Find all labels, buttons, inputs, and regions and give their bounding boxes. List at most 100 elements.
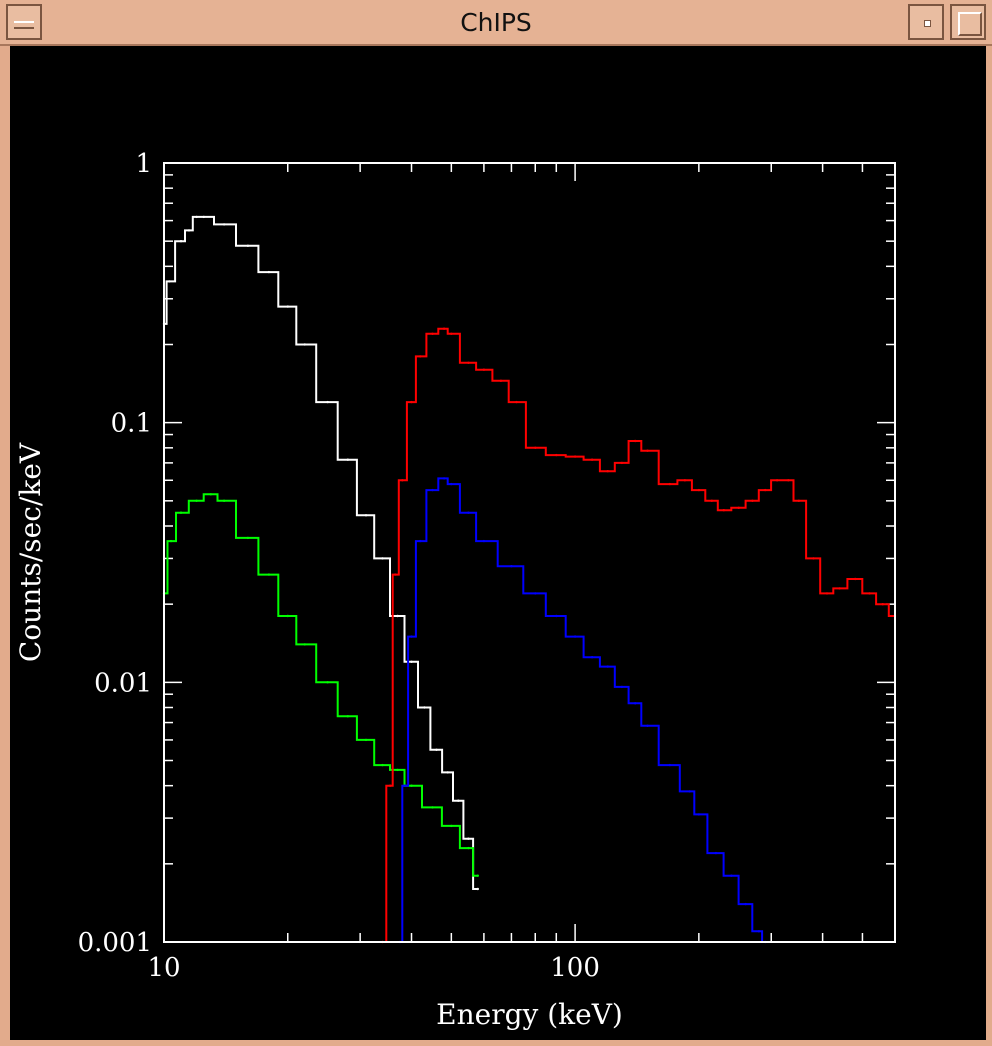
- series-4-point: [431, 488, 434, 492]
- series-1-point: [179, 240, 183, 243]
- series-3-point: [722, 509, 725, 512]
- series-4-point: [634, 702, 637, 705]
- series-3-point: [555, 453, 558, 457]
- series-3-point: [683, 479, 687, 482]
- series-4-point: [555, 614, 558, 618]
- ticks-layer: [163, 162, 896, 943]
- series-1-point: [467, 837, 470, 840]
- series-3-point: [419, 355, 422, 358]
- series-2-point: [396, 768, 399, 772]
- series-1-point: [435, 748, 438, 751]
- series-2-point: [303, 643, 306, 646]
- series-1-point: [364, 514, 368, 517]
- series-3-point: [431, 332, 434, 335]
- series-4-point: [419, 539, 422, 543]
- series-4-point: [744, 902, 747, 906]
- series-1-point: [222, 223, 226, 226]
- series-2-point: [179, 511, 183, 514]
- series-4-point: [482, 539, 486, 543]
- plot-frame: [163, 162, 896, 943]
- series-1-point: [457, 799, 460, 802]
- series-3-point: [401, 479, 404, 482]
- series-3-point: [467, 361, 470, 364]
- series-4-point: [730, 874, 733, 877]
- series-1-point: [423, 706, 426, 709]
- series-2-point: [195, 499, 198, 502]
- series-4-point: [606, 665, 609, 668]
- series-3-point: [697, 488, 701, 492]
- y-axis-label: Counts/sec/keV: [14, 442, 47, 662]
- series-line-2: [164, 493, 478, 877]
- maximize-button[interactable]: [950, 4, 986, 40]
- series-2-point: [450, 824, 453, 828]
- series-3-point: [710, 499, 713, 502]
- series-4-point: [697, 813, 701, 816]
- series-4-point: [534, 592, 537, 595]
- series-1-point: [267, 270, 271, 274]
- series-1-point: [446, 771, 449, 774]
- series-3-point: [868, 592, 871, 595]
- series-2-point: [476, 874, 479, 877]
- series-3-point: [534, 446, 537, 449]
- series-4-point: [573, 635, 577, 638]
- series-3-point: [838, 587, 841, 590]
- series-2-point: [410, 784, 413, 787]
- series-4-point: [403, 784, 406, 787]
- series-4-point: [668, 763, 671, 767]
- series-3-point: [812, 557, 815, 560]
- chart-svg: 10 100 1 0.1 0.01 0.001 Energy (keV) Counts/s…: [14, 149, 897, 1031]
- plot-canvas: 10 100 1 0.1 0.01 0.001 Energy (keV) Counts/s…: [10, 46, 986, 1040]
- series-4-point: [714, 851, 718, 855]
- series-3-point: [881, 603, 884, 606]
- y-tick-label: 0.001: [78, 928, 152, 958]
- series-3-point: [668, 482, 671, 486]
- series-1-point: [246, 244, 250, 247]
- series-2-point: [246, 536, 250, 540]
- menu-bar-icon: [14, 21, 34, 29]
- series-2-point: [209, 493, 212, 496]
- x-tick-label: 100: [550, 953, 600, 983]
- series-line-1: [164, 215, 478, 890]
- series-1-point: [195, 215, 198, 219]
- series-2-point: [326, 681, 329, 684]
- y-tick-label: 0.01: [94, 668, 152, 698]
- series-3-point: [482, 368, 486, 371]
- series-2-point: [364, 738, 368, 742]
- series-3-point: [775, 479, 779, 482]
- series-3-point: [499, 379, 503, 382]
- series-1-point: [396, 614, 399, 618]
- series-2-point: [286, 614, 289, 618]
- x-axis-label: Energy (keV): [436, 998, 623, 1031]
- y-tick-label: 0.1: [111, 409, 152, 439]
- window-title: ChIPS: [460, 8, 532, 37]
- series-4-point: [757, 930, 761, 933]
- series-4-point: [410, 635, 413, 638]
- series-3-point: [764, 488, 767, 492]
- minimize-button[interactable]: [908, 4, 944, 40]
- maximize-icon: [958, 12, 982, 36]
- series-2-point: [381, 763, 384, 767]
- series-3-point: [410, 400, 413, 404]
- series-4-point: [688, 790, 691, 793]
- minimize-icon: [924, 20, 931, 27]
- series-1-point: [303, 343, 306, 346]
- series-2-point: [346, 715, 349, 718]
- series-3-point: [737, 506, 740, 509]
- series-3-point: [606, 470, 609, 473]
- series-layer: [162, 215, 897, 944]
- series-4-point: [510, 565, 513, 568]
- window-menu-button[interactable]: [6, 4, 42, 40]
- series-1-point: [326, 400, 329, 404]
- series-line-3: [382, 327, 895, 943]
- series-1-point: [286, 305, 289, 308]
- series-1-point: [168, 280, 171, 283]
- series-3-point: [389, 784, 392, 787]
- series-1-point: [346, 458, 349, 461]
- series-1-point: [410, 660, 413, 663]
- window-titlebar[interactable]: ChIPS: [0, 0, 992, 46]
- series-2-point: [169, 539, 173, 543]
- series-2-point: [222, 499, 226, 502]
- series-3-point: [797, 499, 800, 502]
- series-3-point: [854, 577, 857, 581]
